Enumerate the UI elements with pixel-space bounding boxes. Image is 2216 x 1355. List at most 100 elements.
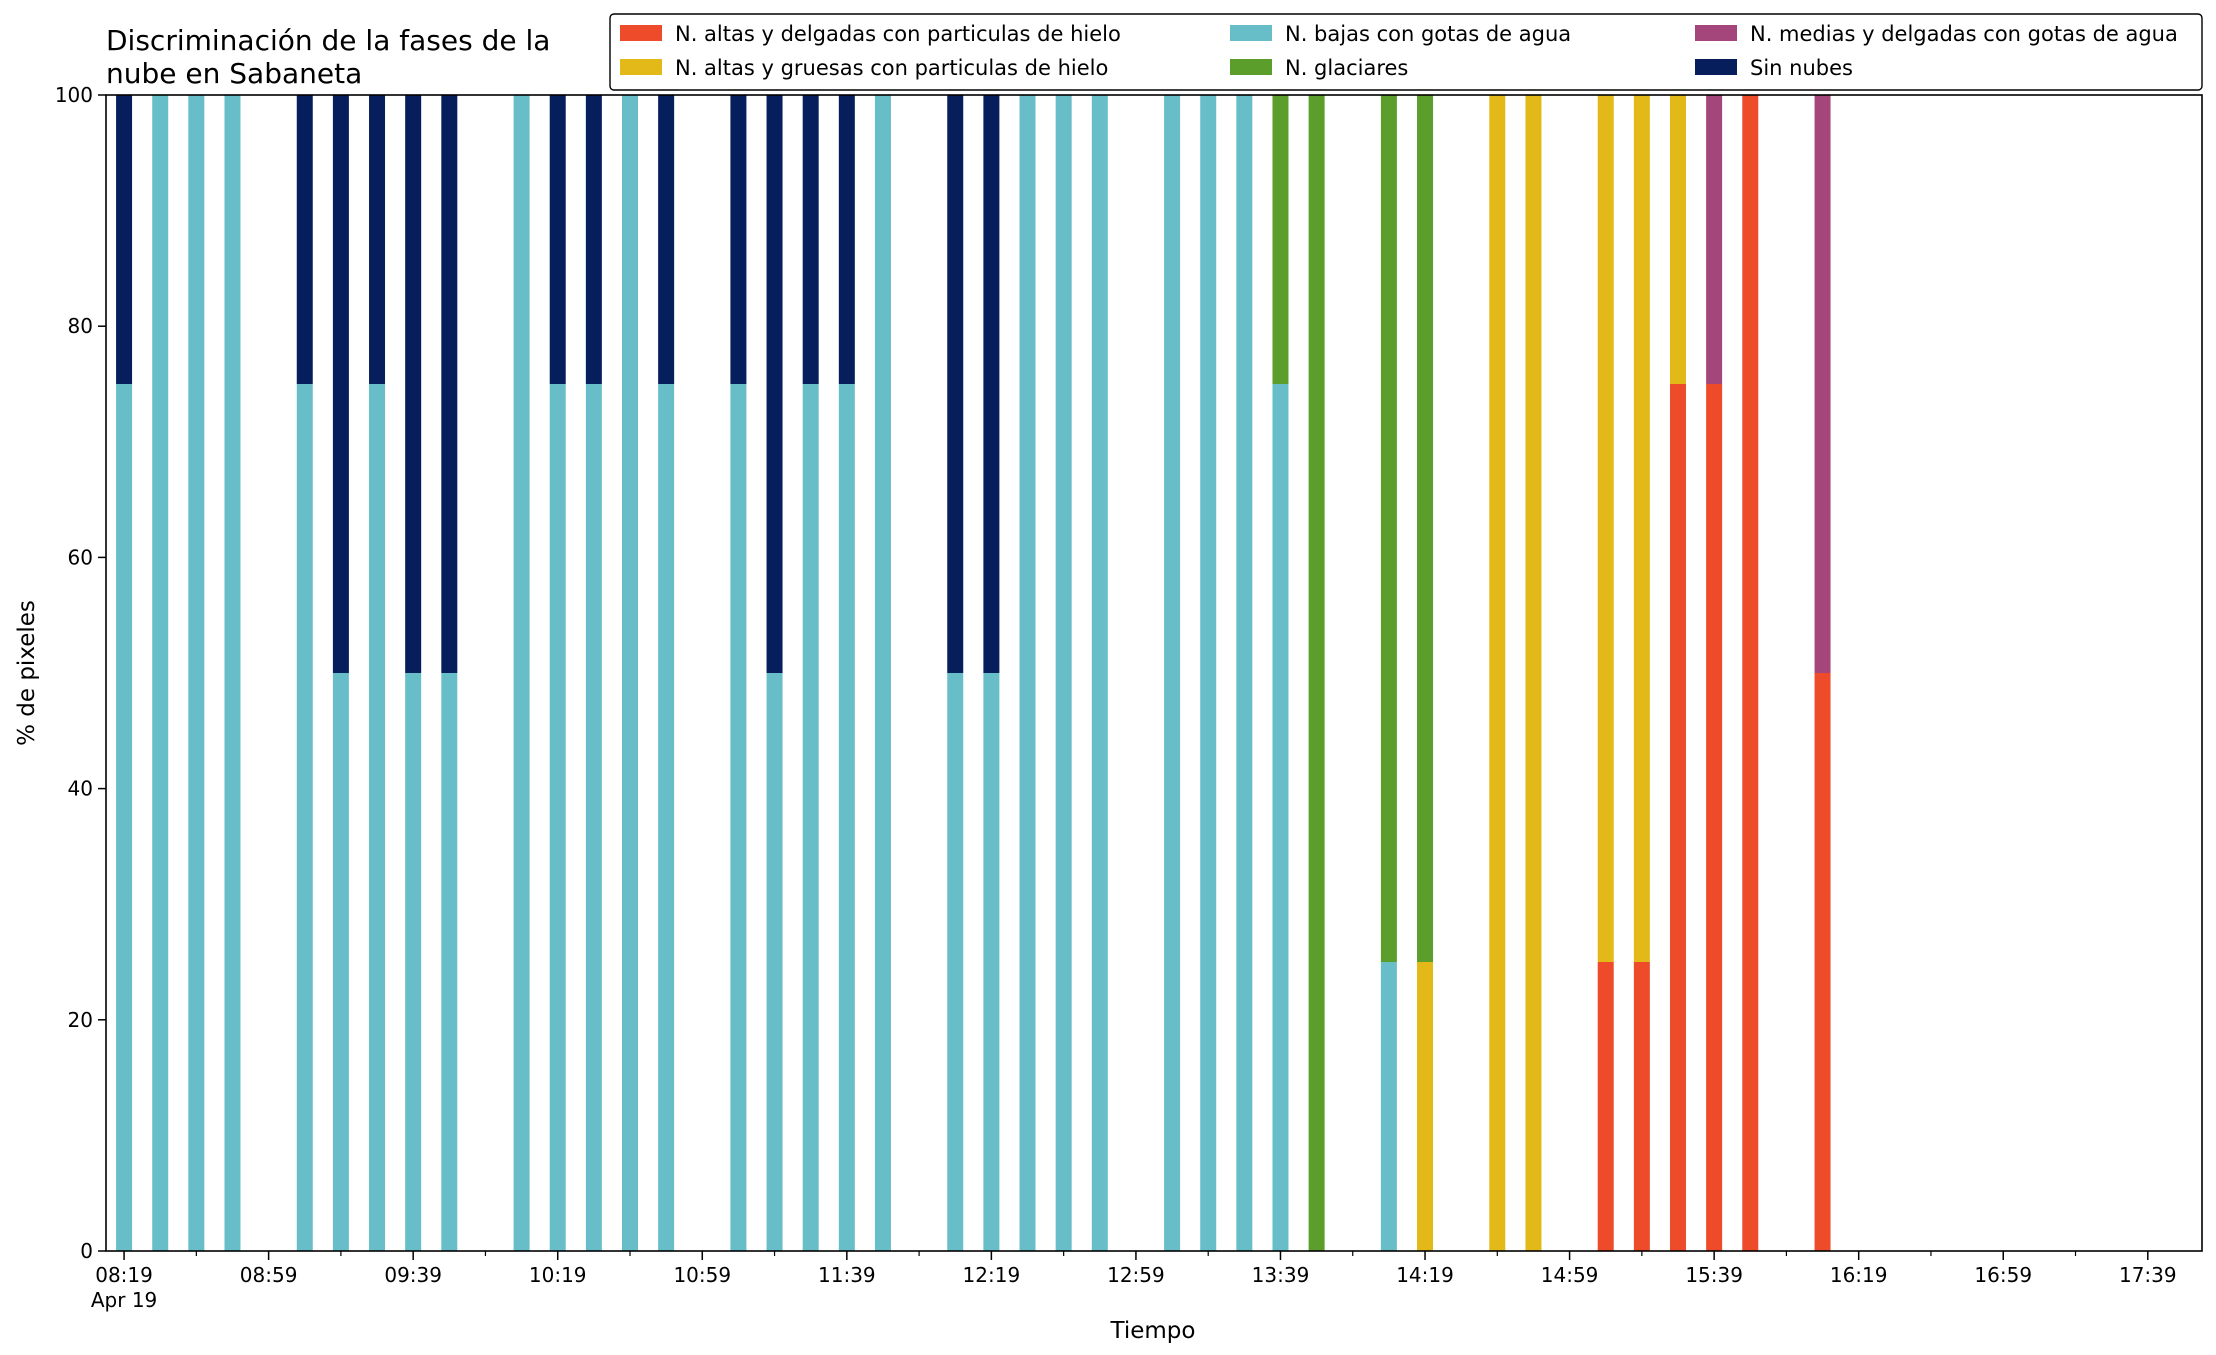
- legend-label-5: Sin nubes: [1750, 56, 1853, 80]
- bar-22-bajas_agua: [1055, 95, 1072, 1251]
- bar-6-bajas_agua: [369, 384, 386, 1251]
- chart-title-line-2: nube en Sabaneta: [106, 57, 362, 90]
- bar-16-sin_nubes: [802, 95, 819, 384]
- bar-6-sin_nubes: [369, 95, 386, 384]
- bar-1-bajas_agua: [152, 95, 169, 1251]
- x-tick-label-9: 14:19: [1396, 1263, 1454, 1287]
- bar-5-bajas_agua: [332, 673, 349, 1251]
- bar-2-bajas_agua: [188, 95, 205, 1251]
- bar-36-medias_agua: [1706, 95, 1723, 384]
- legend-label-4: N. medias y delgadas con gotas de agua: [1750, 22, 2178, 46]
- y-axis: 0 20 40 60 80 100: [55, 83, 106, 1263]
- y-tick-label-5: 100: [55, 83, 93, 107]
- bar-20-sin_nubes: [983, 95, 1000, 673]
- bar-17-sin_nubes: [838, 95, 855, 384]
- bar-5-sin_nubes: [332, 95, 349, 673]
- chart-title-line-1: Discriminación de la fases de la: [106, 24, 550, 57]
- legend-swatch-0: [620, 25, 662, 41]
- bar-0-bajas_agua: [116, 384, 133, 1251]
- chart-title: Discriminación de la fases de la nube en…: [106, 24, 550, 90]
- bar-33-altas_delgadas: [1597, 962, 1614, 1251]
- bar-20-bajas_agua: [983, 673, 1000, 1251]
- bar-13-sin_nubes: [658, 95, 675, 384]
- bar-33-altas_gruesas: [1597, 95, 1614, 962]
- y-axis-label: % de pixeles: [14, 600, 40, 746]
- bar-0-sin_nubes: [116, 95, 133, 384]
- legend-swatch-2: [1230, 25, 1272, 41]
- bar-35-altas_gruesas: [1670, 95, 1686, 384]
- x-tick-label-7: 12:59: [1107, 1263, 1165, 1287]
- bar-26-bajas_agua: [1236, 95, 1253, 1251]
- bar-17-bajas_agua: [838, 384, 855, 1251]
- bar-15-sin_nubes: [766, 95, 783, 673]
- bar-15-bajas_agua: [766, 673, 783, 1251]
- bar-31-altas_gruesas: [1489, 95, 1506, 1251]
- y-tick-label-0: 0: [80, 1239, 93, 1263]
- bar-28-glaciares: [1308, 95, 1325, 1251]
- bar-10-sin_nubes: [549, 95, 566, 384]
- bar-21-bajas_agua: [1019, 95, 1036, 1251]
- bar-30-glaciares: [1417, 95, 1434, 962]
- legend-label-0: N. altas y delgadas con particulas de hi…: [675, 22, 1121, 46]
- x-tick-label-1: 08:59: [240, 1263, 298, 1287]
- bar-24-bajas_agua: [1164, 95, 1181, 1251]
- bar-36-altas_delgadas: [1706, 384, 1723, 1251]
- x-tick-label-0: 08:19: [95, 1263, 153, 1287]
- y-tick-label-2: 40: [68, 777, 93, 801]
- y-tick-label-3: 60: [68, 545, 93, 569]
- legend-swatch-5: [1695, 59, 1737, 75]
- legend-label-2: N. bajas con gotas de agua: [1285, 22, 1571, 46]
- plot-frame: [105, 94, 2203, 1252]
- legend: N. altas y delgadas con particulas de hi…: [609, 13, 2203, 91]
- legend-swatch-1: [620, 59, 662, 75]
- x-tick-label-14: 17:39: [2119, 1263, 2177, 1287]
- bar-29-glaciares: [1380, 95, 1397, 962]
- bar-38-medias_agua: [1814, 95, 1831, 673]
- legend-box: [609, 13, 2203, 91]
- bar-25-bajas_agua: [1200, 95, 1217, 1251]
- bar-37-altas_delgadas: [1742, 95, 1759, 1251]
- legend-swatch-3: [1230, 59, 1272, 75]
- bar-4-bajas_agua: [296, 384, 313, 1251]
- bar-38-altas_delgadas: [1814, 673, 1831, 1251]
- bar-27-bajas_agua: [1272, 384, 1289, 1251]
- bar-23-bajas_agua: [1091, 95, 1108, 1251]
- bar-7-sin_nubes: [405, 95, 422, 673]
- bar-35-altas_delgadas: [1670, 384, 1686, 1251]
- x-tick-label-8: 13:39: [1252, 1263, 1310, 1287]
- x-tick-label-6: 12:19: [963, 1263, 1021, 1287]
- bar-11-sin_nubes: [585, 95, 602, 384]
- bar-13-bajas_agua: [658, 384, 675, 1251]
- bar-14-sin_nubes: [730, 95, 747, 384]
- legend-label-1: N. altas y gruesas con particulas de hie…: [675, 56, 1108, 80]
- bar-3-bajas_agua: [224, 95, 241, 1251]
- y-tick-label-4: 80: [68, 314, 93, 338]
- bar-10-bajas_agua: [549, 384, 566, 1251]
- legend-label-3: N. glaciares: [1285, 56, 1408, 80]
- bar-8-bajas_agua: [441, 673, 458, 1251]
- legend-swatch-4: [1695, 25, 1737, 41]
- bar-19-bajas_agua: [947, 673, 964, 1251]
- bar-34-altas_gruesas: [1633, 95, 1650, 962]
- x-tick-label-3: 10:19: [529, 1263, 587, 1287]
- bar-14-bajas_agua: [730, 384, 747, 1251]
- bar-32-altas_gruesas: [1525, 95, 1542, 1251]
- bar-8-sin_nubes: [441, 95, 458, 673]
- bar-7-bajas_agua: [405, 673, 422, 1251]
- bar-29-bajas_agua: [1380, 962, 1397, 1251]
- bar-27-glaciares: [1272, 95, 1289, 384]
- bar-12-bajas_agua: [622, 95, 638, 1251]
- x-tick-label-11: 15:39: [1685, 1263, 1743, 1287]
- bar-18-bajas_agua: [874, 95, 891, 1251]
- x-tick-label-5: 11:39: [818, 1263, 876, 1287]
- bar-30-altas_gruesas: [1417, 962, 1434, 1251]
- bar-16-bajas_agua: [802, 384, 819, 1251]
- bar-9-bajas_agua: [513, 95, 530, 1251]
- bar-19-sin_nubes: [947, 95, 964, 673]
- y-tick-label-1: 20: [68, 1008, 93, 1032]
- x-tick-label-10: 14:59: [1541, 1263, 1599, 1287]
- x-tick-label-2: 09:39: [384, 1263, 442, 1287]
- bar-11-bajas_agua: [585, 384, 602, 1251]
- bar-4-sin_nubes: [296, 95, 313, 384]
